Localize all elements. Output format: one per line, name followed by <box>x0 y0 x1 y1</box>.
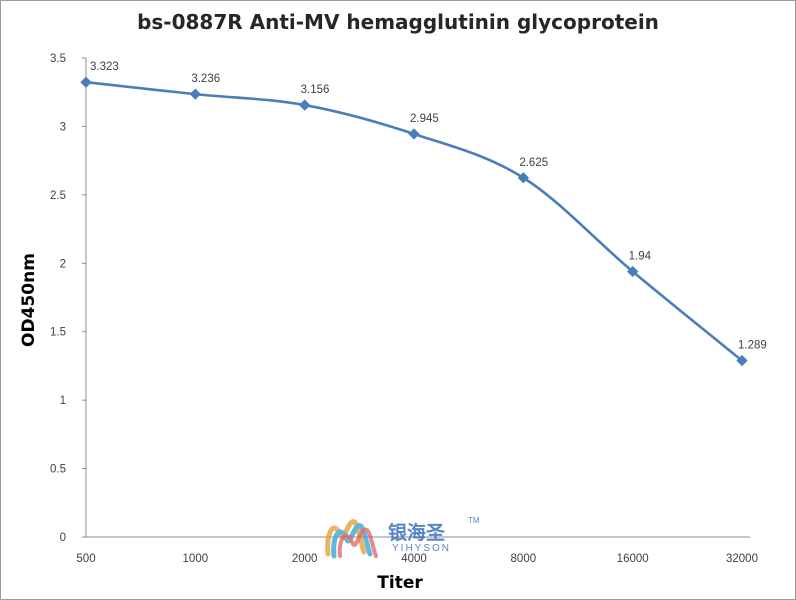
data-label: 3.236 <box>191 73 220 85</box>
y-tick-label: 1 <box>60 395 66 407</box>
data-point-marker <box>736 354 748 367</box>
y-axis-title: OD450nm <box>19 253 39 347</box>
x-tick-label: 500 <box>76 553 95 565</box>
data-point-marker <box>517 172 529 184</box>
y-tick-label: 3.5 <box>50 53 66 65</box>
data-point-marker <box>627 265 639 278</box>
y-tick-label: 2.5 <box>50 190 66 202</box>
data-label: 2.945 <box>410 113 439 125</box>
y-tick-labels: 0 0.5 1 1.5 2 2.5 3 3.5 <box>50 53 86 544</box>
data-point-marker <box>408 128 420 140</box>
data-labels: 3.323 3.236 3.156 2.945 2.625 1.94 1.289 <box>90 61 767 351</box>
data-label: 1.94 <box>629 250 652 262</box>
data-point-marker <box>80 76 92 88</box>
logo-mark-icon <box>325 519 378 559</box>
y-tick-label: 2 <box>60 258 66 270</box>
watermark-logo: 银海圣 TM YIHYSON <box>320 512 490 562</box>
y-tick-label: 0.5 <box>50 464 66 476</box>
chart-title: bs-0887R Anti-MV hemagglutinin glycoprot… <box>137 10 659 34</box>
y-tick-label: 3 <box>60 121 66 133</box>
data-point-marker <box>189 88 201 100</box>
x-tick-label: 32000 <box>726 553 758 565</box>
y-tick-label: 0 <box>60 532 66 544</box>
watermark-chinese-text: 银海圣 <box>388 522 446 544</box>
x-tick-label: 16000 <box>617 553 649 565</box>
data-label: 2.625 <box>519 157 548 169</box>
data-point-marker <box>299 99 311 111</box>
x-axis-title: Titer <box>377 573 423 593</box>
data-label: 1.289 <box>738 340 767 352</box>
watermark-tm: TM <box>468 516 480 525</box>
x-tick-label: 8000 <box>511 553 537 565</box>
x-tick-label: 4000 <box>401 553 427 565</box>
x-tick-label: 1000 <box>183 553 209 565</box>
x-tick-labels: 500 1000 2000 4000 8000 16000 32000 <box>76 553 758 565</box>
x-tick-label: 2000 <box>292 553 318 565</box>
watermark-english-text: YIHYSON <box>392 543 452 554</box>
data-label: 3.156 <box>301 84 330 96</box>
data-label: 3.323 <box>90 61 119 73</box>
y-tick-label: 1.5 <box>50 327 66 339</box>
